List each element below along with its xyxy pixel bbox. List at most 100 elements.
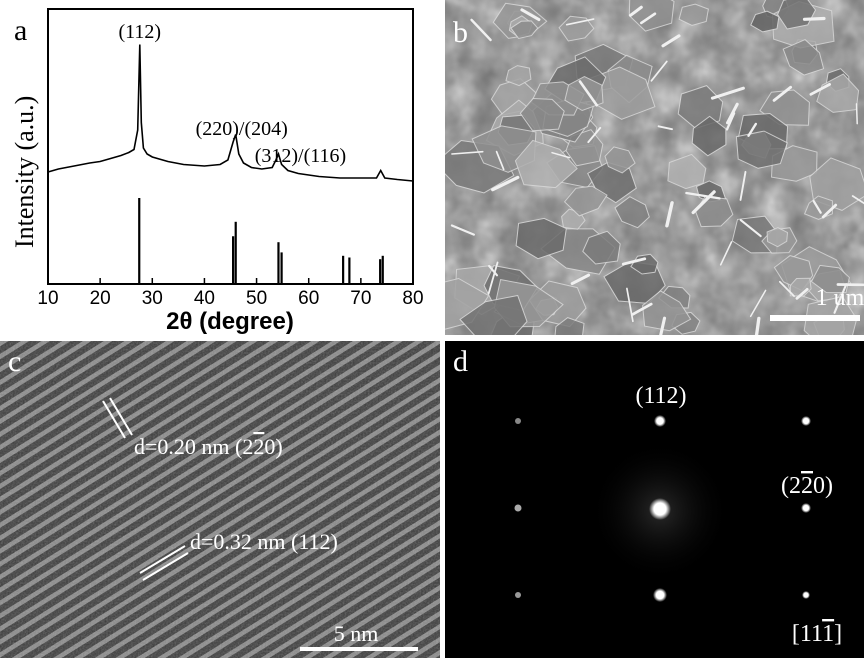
peak-label: (112) <box>118 21 161 43</box>
sem-flake-edge <box>570 273 591 286</box>
sem-flakes <box>445 0 864 335</box>
sem-flake <box>735 130 788 169</box>
sem-flake <box>642 290 692 332</box>
sem-flake-edge <box>855 103 858 125</box>
sem-flake-edge <box>665 201 674 228</box>
x-tick-label: 30 <box>142 288 163 309</box>
spot <box>515 592 521 598</box>
sem-flake-edge <box>833 283 848 314</box>
spot-center <box>649 498 671 520</box>
sem-flake <box>445 277 490 330</box>
scale-bar-c <box>300 647 418 651</box>
sem-flake-edge <box>851 195 864 205</box>
x-tick-label: 50 <box>246 288 267 309</box>
sem-flake-edge <box>725 112 736 131</box>
x-tick-label: 40 <box>194 288 215 309</box>
sem-flake-edge <box>710 86 745 100</box>
sem-flake-edge <box>551 151 571 159</box>
sem-flake <box>782 39 825 76</box>
sem-flake <box>678 3 709 26</box>
scale-bar-b <box>770 315 860 321</box>
spot <box>654 415 666 427</box>
scale-bar-label-c: 5 nm <box>334 621 379 646</box>
sem-flake <box>667 153 707 190</box>
sem-flake-edge <box>772 85 793 102</box>
hrtem-image: c d=0.20 nm (220) d=0.32 nm (112) 5 nm <box>0 341 440 658</box>
spot <box>653 588 667 602</box>
xrd-chart: a 10 20 30 40 50 60 70 80 (112) (220)/(204) (312)… <box>10 8 424 335</box>
sem-flake <box>459 294 528 335</box>
x-tick-label: 80 <box>402 288 423 309</box>
sem-flake-edge <box>691 190 716 215</box>
spot <box>801 416 811 426</box>
spot <box>802 591 810 599</box>
sem-flake-edge <box>754 316 761 335</box>
sem-flake-edge <box>726 102 739 125</box>
sem-flake-edge <box>661 34 681 48</box>
sem-flake-edge <box>470 18 492 42</box>
sem-flake <box>563 185 608 217</box>
sem-flake <box>816 73 860 113</box>
y-axis-label: Intensity (a.u.) <box>10 96 39 248</box>
sem-flake-edge <box>778 280 795 297</box>
spot-label-2-20: (220) <box>781 473 833 499</box>
panel-label-a: a <box>14 14 27 47</box>
peak-label: (220)/(204) <box>196 118 288 140</box>
sem-flake-edge <box>821 203 838 219</box>
sem-flake-edge <box>795 287 809 300</box>
panel-label-d: d <box>453 345 468 378</box>
sem-flake-edge <box>812 199 822 214</box>
sem-flake-edge <box>749 289 767 318</box>
sem-flake-edge <box>629 5 643 17</box>
peak-label: (312)/(116) <box>255 145 346 167</box>
sem-flake <box>554 317 585 335</box>
sem-flake-edge <box>578 80 599 107</box>
panel-label-b: b <box>453 16 468 49</box>
spot <box>801 503 811 513</box>
sem-flake-edge <box>621 257 647 266</box>
sem-flake <box>582 230 621 265</box>
sem-flake-edge <box>802 16 826 21</box>
sem-flake <box>505 65 532 87</box>
x-axis-label: 2θ (degree) <box>166 308 294 335</box>
sem-flake-edge <box>487 261 499 295</box>
sem-flake-edge <box>739 170 747 201</box>
sem-flake-edge <box>809 82 831 96</box>
x-tick-label: 60 <box>298 288 319 309</box>
sem-image: b 1 um <box>445 0 864 335</box>
sem-flake-edge <box>640 12 657 25</box>
lattice-annotation-2: d=0.32 nm (112) <box>190 529 338 554</box>
xrd-series-line <box>47 44 414 182</box>
x-tick-label: 10 <box>37 288 58 309</box>
spot <box>515 418 521 424</box>
sem-flake-edge <box>587 126 602 144</box>
sem-flake <box>514 139 578 189</box>
x-tick-label: 20 <box>90 288 111 309</box>
sem-flake-edge <box>450 224 475 236</box>
sem-flake <box>604 146 636 174</box>
sem-flake-edge <box>739 218 762 238</box>
panel-label-c: c <box>8 345 21 378</box>
sem-flake-edge <box>495 150 505 171</box>
sem-flake-edge <box>626 287 634 323</box>
sem-flake <box>777 0 817 30</box>
x-tick-label: 70 <box>350 288 371 309</box>
sem-flake <box>691 115 727 157</box>
sem-flake <box>510 20 539 40</box>
overbar-digit: 2 <box>253 434 264 459</box>
spot-label-112: (112) <box>635 383 686 409</box>
scale-bar-label-b: 1 um <box>816 285 864 311</box>
zone-axis-label: [111] <box>792 621 842 647</box>
saed-pattern: d (112) (220) [111] <box>445 341 864 658</box>
sem-flake-edge <box>650 60 668 82</box>
sem-flake <box>614 196 650 229</box>
sem-flake-edge <box>631 302 653 316</box>
sem-flake-edge <box>685 191 721 200</box>
sem-flake-edge <box>488 264 499 277</box>
spot <box>514 504 522 512</box>
sem-flake <box>766 227 789 248</box>
sem-flake <box>515 217 567 260</box>
sem-flake-edge <box>565 18 595 26</box>
sem-flake <box>519 97 565 132</box>
plot-frame <box>47 8 414 285</box>
